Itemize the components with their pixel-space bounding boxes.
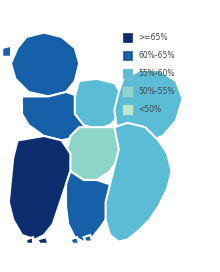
Bar <box>123 51 133 61</box>
Polygon shape <box>11 33 79 96</box>
Bar <box>123 69 133 79</box>
Text: 50%-55%: 50%-55% <box>139 87 175 96</box>
Bar <box>123 105 133 115</box>
Polygon shape <box>37 237 48 244</box>
Polygon shape <box>66 127 123 180</box>
Polygon shape <box>9 136 70 239</box>
Polygon shape <box>22 92 88 140</box>
Text: <50%: <50% <box>139 105 162 114</box>
Polygon shape <box>2 46 11 57</box>
Text: 55%-60%: 55%-60% <box>139 69 175 78</box>
Bar <box>123 33 133 42</box>
Polygon shape <box>26 237 33 244</box>
Bar <box>123 87 133 97</box>
Text: >=65%: >=65% <box>139 33 168 42</box>
Polygon shape <box>114 70 183 143</box>
Polygon shape <box>84 235 92 242</box>
Text: 60%-65%: 60%-65% <box>139 51 175 60</box>
Polygon shape <box>106 123 172 242</box>
Polygon shape <box>66 171 114 242</box>
Polygon shape <box>75 79 123 129</box>
Polygon shape <box>70 237 79 244</box>
